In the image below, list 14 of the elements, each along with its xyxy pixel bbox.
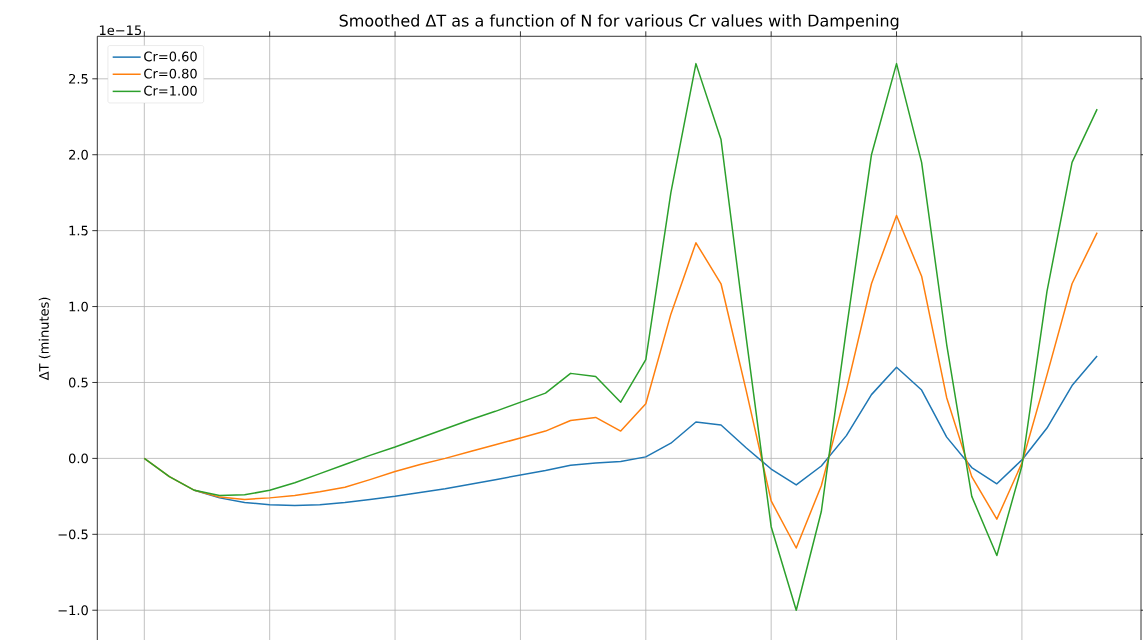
legend-label: Cr=0.80	[144, 68, 197, 79]
y-tick-label: 0.5	[68, 377, 88, 388]
y-tick-label: 2.5	[69, 73, 88, 84]
y-tick-label: 1.5	[69, 225, 88, 236]
y-tick-label: −0.5	[58, 529, 88, 540]
y-tick-label: 0.0	[68, 453, 88, 464]
y-tick-label: 1.0	[69, 301, 88, 312]
legend-label: Cr=1.00	[144, 85, 197, 96]
y-axis-title: ΔT (minutes)	[38, 297, 51, 381]
chart-title: Smoothed ΔT as a function of N for various Cr values with Dampening	[339, 14, 899, 30]
y-tick-label: 2.0	[69, 149, 88, 160]
text: 1e−15	[99, 25, 142, 36]
y-tick-label: −1.0	[58, 605, 88, 616]
legend-label: Cr=0.60	[144, 51, 197, 62]
